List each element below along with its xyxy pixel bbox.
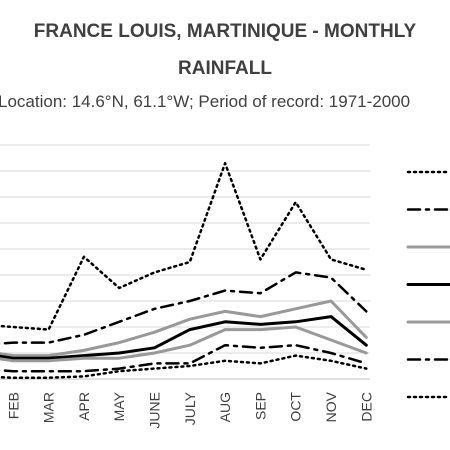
series-line-7 <box>0 354 368 379</box>
series-layer <box>0 161 368 379</box>
x-tick-label: APR <box>76 392 92 421</box>
chart-title-line2: RAINFALL <box>178 58 272 79</box>
x-tick-label: JUNE <box>147 392 163 429</box>
series-line-4 <box>0 315 368 360</box>
series-line-1 <box>0 161 368 331</box>
x-tick-label: NOV <box>323 391 339 422</box>
x-tick-label: JULY <box>182 391 198 425</box>
series-line-6 <box>0 343 368 373</box>
legend <box>406 170 450 399</box>
x-tick-label: SEP <box>252 392 268 420</box>
chart-subtitle: Location: 14.6°N, 61.1°W; Period of reco… <box>0 92 411 111</box>
series-line-5 <box>0 325 368 363</box>
x-tick-label: AUG <box>217 392 233 422</box>
x-tick-label: MAY <box>111 391 127 421</box>
axis: JANFEBMARAPRMAYJUNEJULYAUGSEPOCTNOVDEC <box>0 378 374 429</box>
series-line-3 <box>0 299 368 358</box>
series-line-2 <box>0 271 368 345</box>
chart-title-line1: FRANCE LOUIS, MARTINIQUE - MONTHLY <box>33 21 417 42</box>
x-tick-label: OCT <box>288 392 304 422</box>
x-tick-label: MAR <box>41 392 57 423</box>
gridlines <box>0 144 370 380</box>
x-tick-label: FEB <box>5 392 21 419</box>
x-tick-label: DEC <box>358 392 374 422</box>
